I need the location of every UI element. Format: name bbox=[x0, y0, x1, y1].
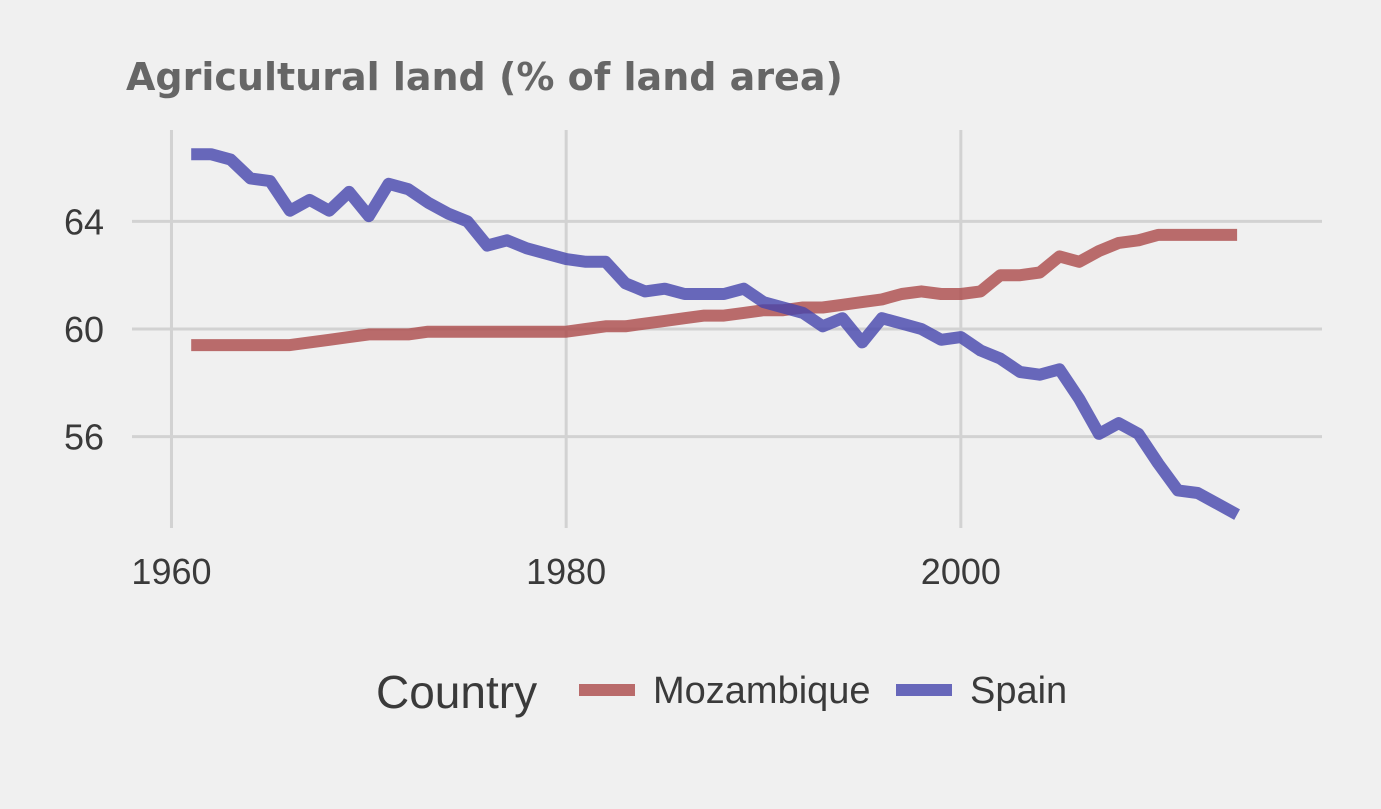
grid-lines bbox=[132, 130, 1322, 528]
y-tick-label: 60 bbox=[64, 309, 104, 350]
legend-label-mozambique: Mozambique bbox=[653, 670, 871, 712]
x-axis-ticks: 1960 1980 2000 bbox=[131, 551, 1000, 592]
x-tick-label: 2000 bbox=[921, 551, 1001, 592]
y-axis-ticks: 56 60 64 bbox=[64, 201, 104, 457]
series-lines bbox=[191, 148, 1240, 520]
legend-label-spain: Spain bbox=[970, 670, 1067, 712]
series-line-mozambique bbox=[191, 228, 1238, 352]
series-line-spain bbox=[191, 148, 1240, 520]
x-tick-label: 1980 bbox=[526, 551, 606, 592]
x-tick-label: 1960 bbox=[131, 551, 211, 592]
y-tick-label: 64 bbox=[64, 201, 104, 242]
y-tick-label: 56 bbox=[64, 417, 104, 458]
legend-title: Country bbox=[376, 666, 537, 718]
legend: Country Mozambique Spain bbox=[376, 666, 1067, 718]
chart-title: Agricultural land (% of land area) bbox=[126, 55, 843, 99]
